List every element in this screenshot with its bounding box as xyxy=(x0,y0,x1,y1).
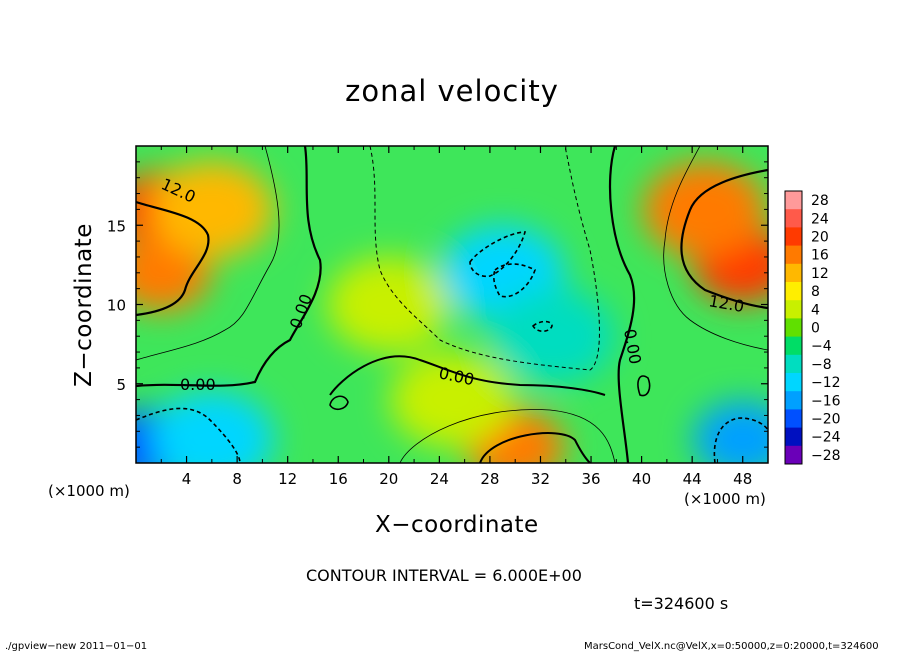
y-axis: 5 10 15 xyxy=(107,161,768,448)
colorbar-swatch xyxy=(785,282,802,301)
colorbar-label: −12 xyxy=(811,375,841,391)
chart-title: zonal velocity xyxy=(345,74,559,108)
colorbar-label: 12 xyxy=(811,266,829,282)
x-tick-label: 40 xyxy=(632,470,651,488)
field-sample-12 xyxy=(390,351,514,448)
colorbar-swatch xyxy=(785,445,802,465)
time-stamp: t=324600 s xyxy=(634,594,729,613)
velocity-field xyxy=(136,161,768,463)
x-tick-label: 28 xyxy=(480,470,499,488)
colorbar-label: 20 xyxy=(811,230,829,246)
contour-line-10 xyxy=(713,417,768,463)
x-tick-label: 20 xyxy=(379,470,398,488)
field-sample-8 xyxy=(491,288,616,385)
colorbar-swatch xyxy=(785,409,802,429)
contour-line-16 xyxy=(329,395,349,411)
colorbar-label: 24 xyxy=(811,211,829,227)
x-axis: 4 8 12 16 20 24 28 32 36 40 44 48 xyxy=(160,146,752,488)
colorbar-swatch xyxy=(785,191,802,210)
contour-line-15 xyxy=(637,375,651,397)
contour-label: 0.00 xyxy=(180,375,216,394)
contour-line-12 xyxy=(136,146,280,361)
x-tick-label: 44 xyxy=(683,470,702,488)
colorbar: 28 24 20 16 12 8 4 0 −4 −8 −12 −16 −20 −24 −28 xyxy=(784,190,841,465)
contour-line-13 xyxy=(663,146,768,351)
colorbar-swatch xyxy=(785,300,802,319)
colorbar-label: −20 xyxy=(811,412,841,428)
x-tick-label: 36 xyxy=(581,470,600,488)
colorbar-frame xyxy=(784,190,803,465)
contour-lines xyxy=(136,146,768,463)
colorbar-swatch xyxy=(785,354,802,374)
y-tick-label: 5 xyxy=(116,376,126,394)
x-tick-label: 16 xyxy=(329,470,348,488)
y-tick-label: 15 xyxy=(107,217,126,235)
colorbar-label: −24 xyxy=(811,430,841,446)
footer-left: ./gpview−new 2011−01−01 xyxy=(5,641,148,652)
contour-line-5 xyxy=(369,146,600,371)
field-sample-11 xyxy=(693,400,768,463)
colorbar-label: −8 xyxy=(811,357,832,373)
contour-line-3 xyxy=(608,146,636,463)
field-sample-10 xyxy=(642,161,767,258)
colorbar-swatch xyxy=(785,318,802,338)
contour-line-1 xyxy=(680,168,768,310)
colorbar-label: 8 xyxy=(811,284,820,300)
colorbar-swatch xyxy=(785,263,802,283)
field-sample-2 xyxy=(149,161,274,258)
contour-line-14 xyxy=(399,409,616,463)
x-tick-label: 24 xyxy=(430,470,449,488)
x-tick-label: 48 xyxy=(733,470,752,488)
colorbar-swatch xyxy=(785,227,802,247)
colorbar-swatch xyxy=(785,427,802,447)
x-unit-left: (×1000 m) xyxy=(48,482,130,500)
colorbar-label: 4 xyxy=(811,302,820,318)
contour-interval-text: CONTOUR INTERVAL = 6.000E+00 xyxy=(306,566,582,585)
colorbar-swatch xyxy=(785,391,802,410)
contour-line-6 xyxy=(469,231,527,278)
contour-line-7 xyxy=(493,263,536,298)
x-tick-label: 8 xyxy=(232,470,242,488)
footer-right: MarsCond_VelX.nc@VelX,x=0:50000,z=0:2000… xyxy=(584,641,879,652)
y-axis-label: Z−coordinate xyxy=(71,223,97,387)
colorbar-swatch xyxy=(785,209,802,228)
x-tick-label: 32 xyxy=(531,470,550,488)
x-tick-label: 12 xyxy=(278,470,297,488)
x-tick-label: 4 xyxy=(182,470,192,488)
contour-line-4 xyxy=(329,355,606,396)
colorbar-swatch xyxy=(785,245,802,265)
colorbar-label: −4 xyxy=(811,339,832,355)
contour-line-9 xyxy=(136,407,241,463)
contour-line-8 xyxy=(531,320,553,333)
plot-area xyxy=(136,146,768,463)
colorbar-label: 16 xyxy=(811,248,829,264)
colorbar-swatch xyxy=(785,336,802,356)
x-axis-label: X−coordinate xyxy=(375,512,539,538)
colorbar-label: −28 xyxy=(811,448,841,464)
colorbar-label: 28 xyxy=(811,193,829,209)
contour-line-2 xyxy=(136,146,322,388)
colorbar-swatch xyxy=(785,373,802,392)
contour-line-11 xyxy=(479,432,591,463)
colorbar-label: −16 xyxy=(811,393,841,409)
field-sample-5 xyxy=(326,256,451,353)
x-unit-right: (×1000 m) xyxy=(684,490,766,508)
contour-line-0 xyxy=(136,200,210,317)
y-tick-label: 10 xyxy=(107,297,126,315)
colorbar-label: 0 xyxy=(811,321,820,337)
field-sample-4 xyxy=(149,391,274,463)
